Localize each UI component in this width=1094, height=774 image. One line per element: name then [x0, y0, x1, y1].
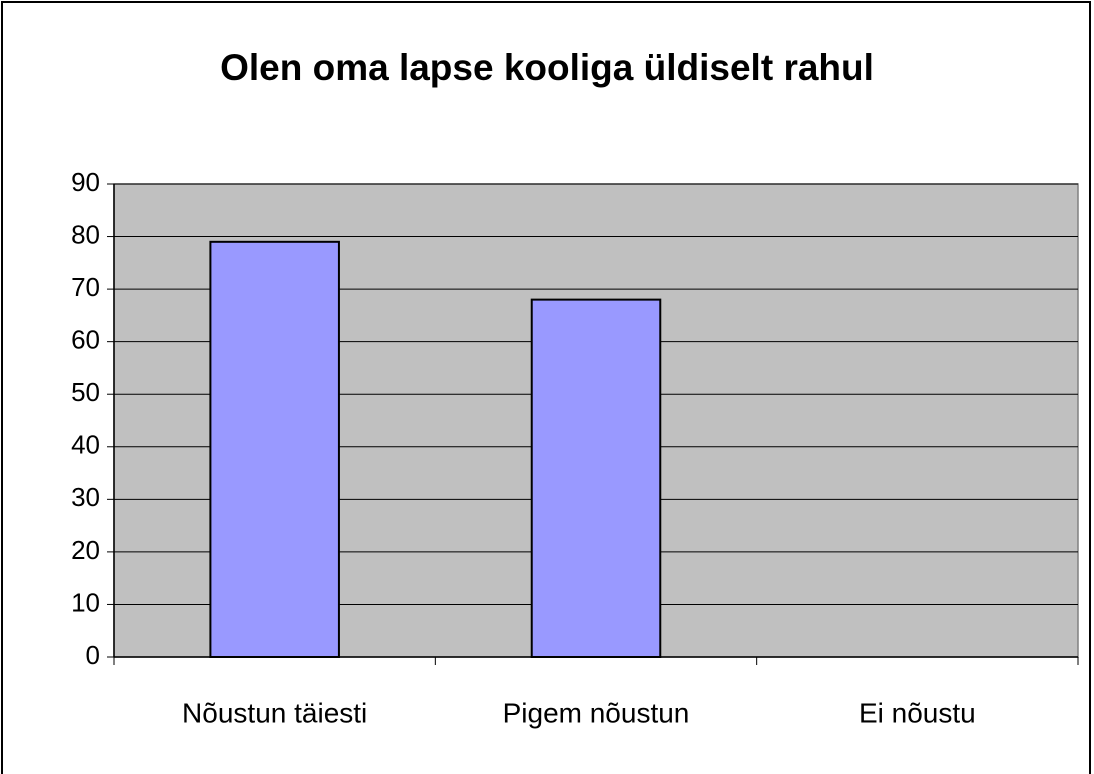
y-tick-label: 20 — [71, 535, 100, 565]
y-tick-label: 0 — [86, 640, 100, 670]
y-tick-label: 70 — [71, 272, 100, 302]
bar — [209, 240, 340, 659]
y-tick-label: 80 — [71, 219, 100, 249]
y-tick-label: 50 — [71, 377, 100, 407]
y-tick-label: 40 — [71, 430, 100, 460]
x-tick-label: Pigem nõustun — [503, 697, 690, 728]
y-tick-label: 60 — [71, 325, 100, 355]
y-tick-label: 10 — [71, 587, 100, 617]
x-tick-label: Nõustun täiesti — [182, 697, 367, 728]
y-tick-label: 30 — [71, 482, 100, 512]
chart-title: Olen oma lapse kooliga üldiselt rahul — [220, 47, 874, 88]
x-tick-label: Ei nõustu — [859, 697, 976, 728]
y-tick-label: 90 — [71, 167, 100, 197]
bar — [530, 298, 662, 658]
